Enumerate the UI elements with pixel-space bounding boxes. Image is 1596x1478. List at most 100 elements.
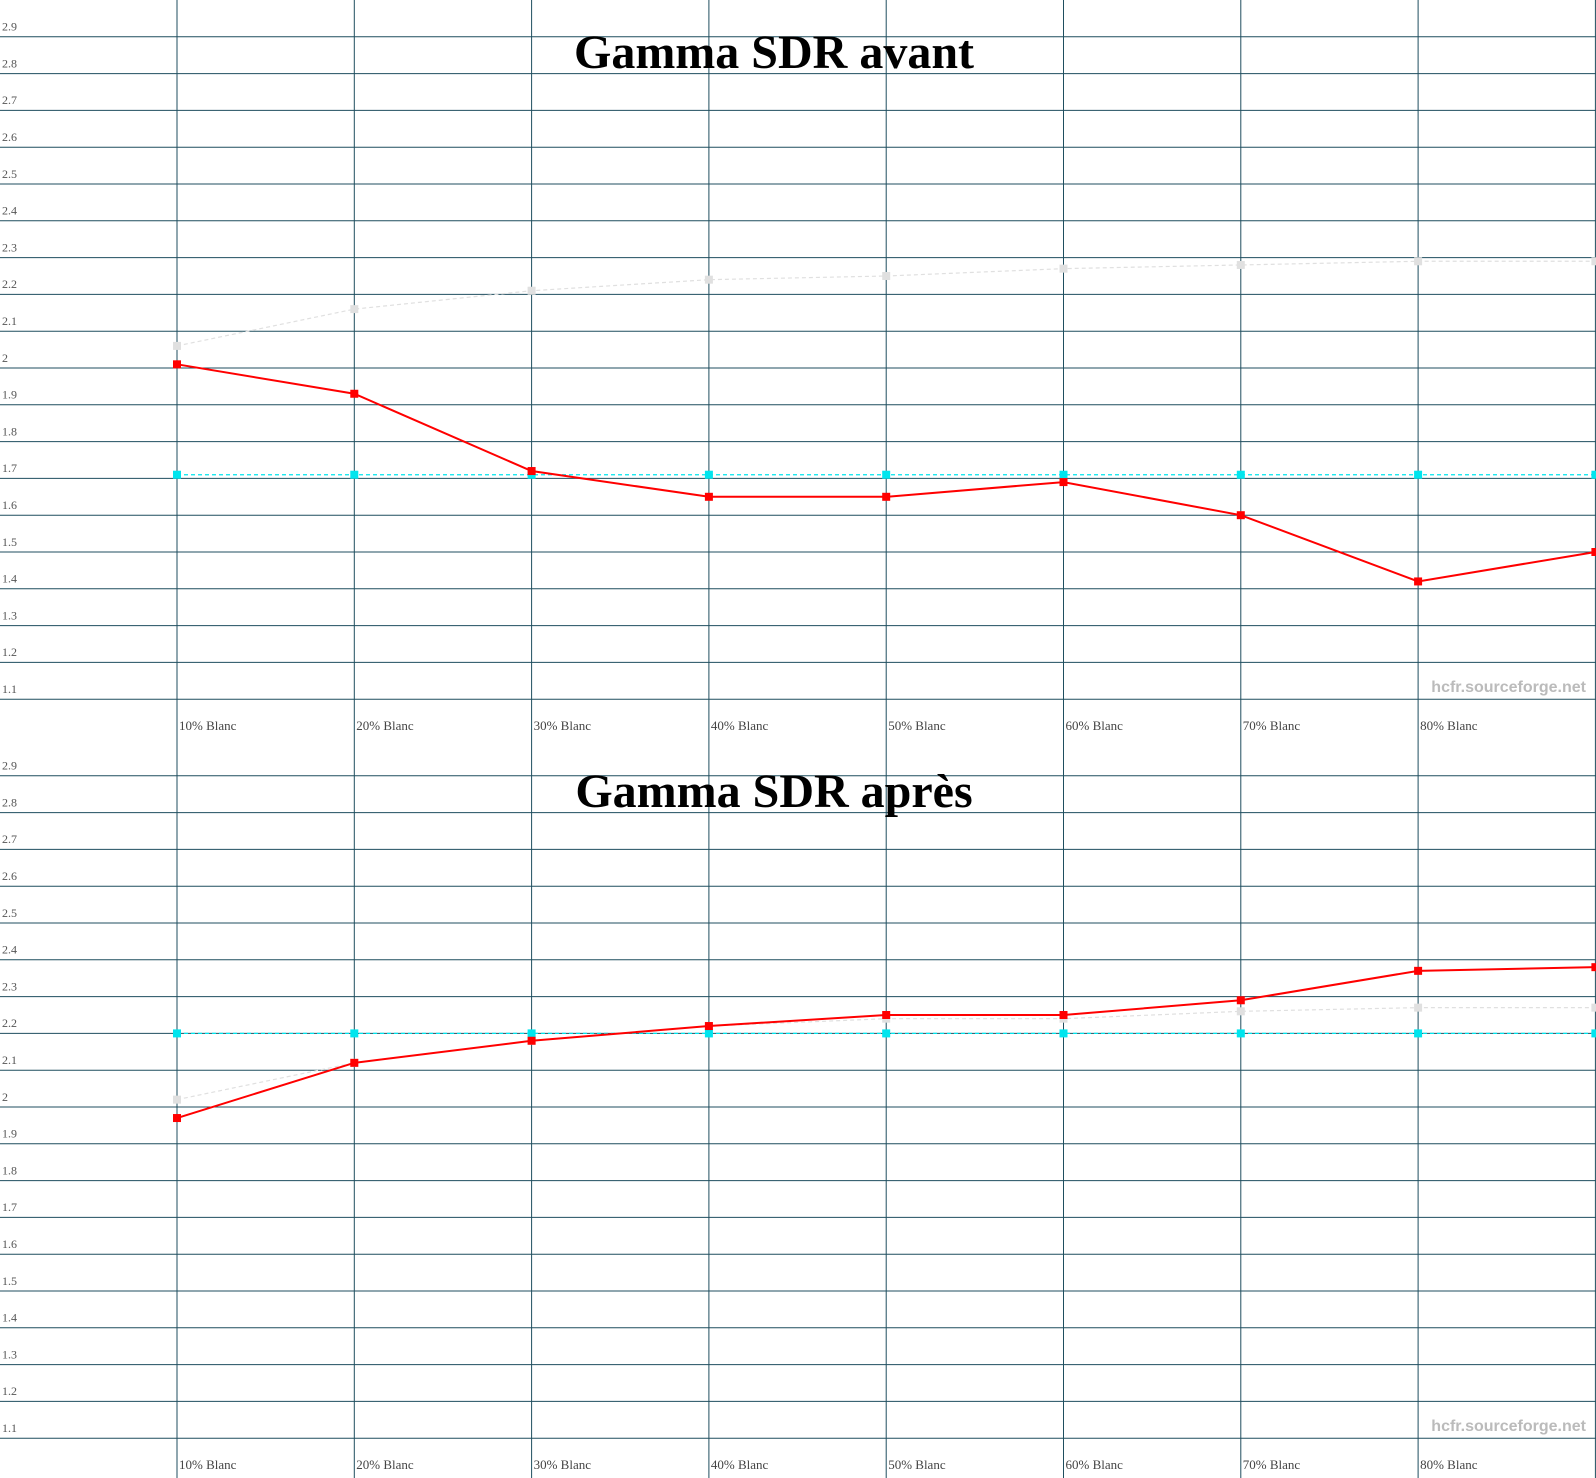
point xyxy=(173,341,181,350)
x-tick-label: 50% Blanc xyxy=(888,718,946,733)
point xyxy=(1414,1029,1423,1038)
y-tick-label: 1.2 xyxy=(2,1384,17,1398)
y-tick-label: 1.3 xyxy=(2,1347,17,1361)
y-tick-label: 2.4 xyxy=(2,204,17,218)
y-tick-label: 2.3 xyxy=(2,240,17,254)
y-tick-label: 2.8 xyxy=(2,56,17,70)
y-tick-label: 1.6 xyxy=(2,498,17,512)
point xyxy=(1591,257,1596,266)
x-tick-label: 40% Blanc xyxy=(711,1457,769,1472)
y-tick-label: 2.6 xyxy=(2,869,17,883)
y-tick-label: 2 xyxy=(2,1090,8,1104)
y-tick-label: 2.7 xyxy=(2,93,17,107)
chart-title: Gamma SDR avant xyxy=(574,26,974,79)
point xyxy=(350,389,359,398)
y-tick-label: 1.1 xyxy=(2,1421,17,1435)
x-tick-label: 60% Blanc xyxy=(1066,1457,1124,1472)
point xyxy=(1059,1011,1068,1019)
x-tick-label: 10% Blanc xyxy=(179,718,237,733)
point xyxy=(882,470,891,479)
y-tick-label: 2.4 xyxy=(2,943,17,957)
watermark: hcfr.sourceforge.net xyxy=(1431,1418,1586,1435)
point xyxy=(1236,511,1245,520)
point xyxy=(1591,963,1596,972)
y-tick-label: 1.9 xyxy=(2,1127,17,1141)
y-tick-label: 2 xyxy=(2,351,8,365)
y-tick-label: 2.1 xyxy=(2,1053,17,1067)
point xyxy=(350,1029,359,1038)
y-tick-label: 2.8 xyxy=(2,795,17,809)
point xyxy=(527,286,536,295)
x-tick-label: 20% Blanc xyxy=(356,1457,414,1472)
x-tick-label: 60% Blanc xyxy=(1066,718,1124,733)
point xyxy=(1059,1029,1068,1038)
x-tick-label: 80% Blanc xyxy=(1420,718,1478,733)
y-tick-label: 1.7 xyxy=(2,1200,17,1214)
point xyxy=(704,1022,713,1031)
point xyxy=(1414,470,1423,479)
point xyxy=(1591,470,1596,479)
y-tick-label: 2.9 xyxy=(2,20,17,34)
y-tick-label: 2.5 xyxy=(2,906,17,920)
point xyxy=(1236,260,1245,269)
x-tick-label: 70% Blanc xyxy=(1243,1457,1301,1472)
point xyxy=(1236,470,1245,479)
point xyxy=(1414,257,1423,266)
x-tick-label: 50% Blanc xyxy=(888,1457,946,1472)
y-tick-label: 1.9 xyxy=(2,388,17,402)
y-tick-label: 1.5 xyxy=(2,1274,17,1288)
point xyxy=(350,1058,359,1067)
x-tick-label: 70% Blanc xyxy=(1243,718,1301,733)
y-tick-label: 1.4 xyxy=(2,572,17,586)
point xyxy=(1059,470,1068,479)
point xyxy=(882,492,891,501)
watermark: hcfr.sourceforge.net xyxy=(1431,679,1586,696)
point xyxy=(173,1095,181,1104)
x-tick-label: 20% Blanc xyxy=(356,718,414,733)
point xyxy=(704,470,713,479)
y-tick-label: 1.3 xyxy=(2,608,17,622)
y-tick-label: 1.7 xyxy=(2,461,17,475)
point xyxy=(527,467,536,476)
point xyxy=(1414,966,1423,975)
x-tick-label: 10% Blanc xyxy=(179,1457,237,1472)
point xyxy=(882,272,891,280)
point xyxy=(173,1029,181,1038)
point xyxy=(350,470,359,479)
y-tick-label: 1.5 xyxy=(2,535,17,549)
x-tick-label: 30% Blanc xyxy=(534,718,592,733)
point xyxy=(1236,1007,1245,1016)
y-tick-label: 2.2 xyxy=(2,277,17,291)
point xyxy=(173,360,181,369)
y-tick-label: 2.9 xyxy=(2,759,17,773)
point xyxy=(882,1011,891,1019)
point xyxy=(704,1029,713,1038)
point xyxy=(1591,548,1596,556)
y-tick-label: 2.1 xyxy=(2,314,17,328)
point xyxy=(1236,996,1245,1005)
point xyxy=(1414,1003,1423,1012)
x-tick-label: 30% Blanc xyxy=(534,1457,592,1472)
y-tick-label: 1.6 xyxy=(2,1237,17,1251)
y-tick-label: 2.5 xyxy=(2,167,17,181)
point xyxy=(173,1114,181,1123)
x-tick-label: 40% Blanc xyxy=(711,718,769,733)
point xyxy=(1591,1029,1596,1038)
point xyxy=(1236,1029,1245,1038)
point xyxy=(704,492,713,501)
point xyxy=(704,275,713,284)
y-tick-label: 2.7 xyxy=(2,832,17,846)
y-tick-label: 1.8 xyxy=(2,424,17,438)
y-tick-label: 2.2 xyxy=(2,1016,17,1030)
point xyxy=(350,305,359,314)
point xyxy=(527,1036,536,1045)
point xyxy=(1059,478,1068,487)
y-tick-label: 1.8 xyxy=(2,1163,17,1177)
point xyxy=(1059,264,1068,273)
point xyxy=(1591,1003,1596,1012)
x-tick-label: 80% Blanc xyxy=(1420,1457,1478,1472)
y-tick-label: 1.2 xyxy=(2,645,17,659)
y-tick-label: 2.6 xyxy=(2,130,17,144)
